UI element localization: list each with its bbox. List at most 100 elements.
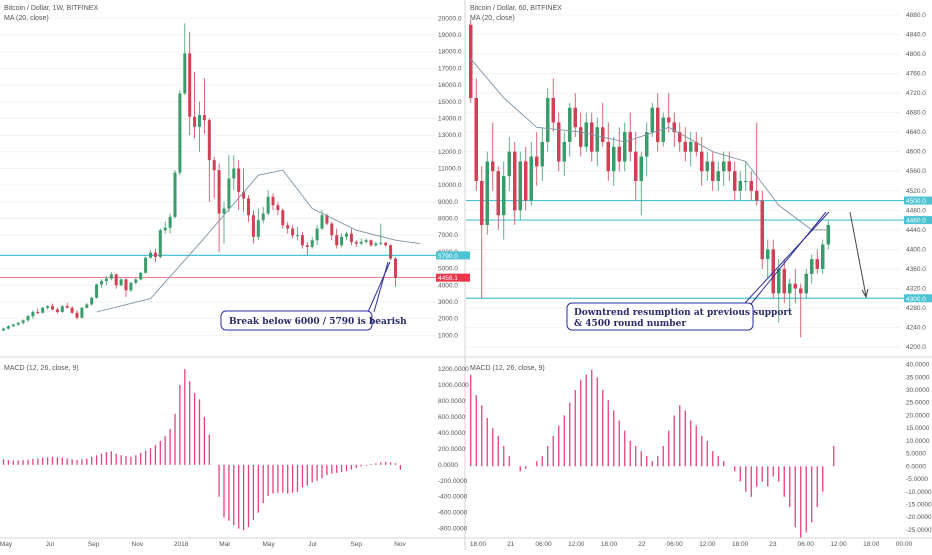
level-price-tag-text: 4500.0 bbox=[906, 198, 926, 205]
candle-body bbox=[788, 283, 792, 294]
candle-body bbox=[573, 107, 577, 128]
time-tick-label: 18:00 bbox=[732, 541, 749, 548]
price-tick-label: 3000.0 bbox=[438, 299, 458, 306]
level-price-tag-text: 4460.0 bbox=[906, 218, 926, 225]
right-macd-axis: 40.0000 35.0000 30.0000 25.0000 20.0000 15.00… bbox=[906, 362, 932, 534]
price-tick-label: 4840.0 bbox=[906, 31, 926, 38]
candle-body bbox=[95, 284, 99, 298]
candle-body bbox=[266, 196, 270, 214]
candle-body bbox=[683, 141, 687, 152]
macd-tick-label: 600.0000 bbox=[438, 414, 465, 421]
price-tick-label: 17000.0 bbox=[438, 65, 462, 72]
candle-body bbox=[771, 249, 775, 294]
candle-body bbox=[700, 151, 704, 172]
price-tick-label: 4720.0 bbox=[906, 90, 926, 97]
candle-body bbox=[296, 235, 299, 237]
candle-body bbox=[345, 233, 348, 237]
price-tick-label: 7000.0 bbox=[438, 232, 458, 239]
candle-body bbox=[672, 122, 676, 133]
candle-body bbox=[193, 116, 197, 127]
time-tick-label: Nov bbox=[132, 541, 144, 548]
level-price-tag bbox=[904, 196, 932, 205]
price-tick-label: 19000.0 bbox=[438, 32, 462, 39]
candle-body bbox=[315, 228, 319, 241]
candle-body bbox=[340, 236, 344, 246]
candle-body bbox=[374, 243, 378, 246]
candle-body bbox=[173, 172, 177, 217]
candle-body bbox=[738, 181, 742, 191]
candle-body bbox=[678, 132, 682, 142]
candle-body bbox=[207, 120, 211, 161]
left-price-pane[interactable] bbox=[0, 17, 436, 336]
price-tick-label: 8000.0 bbox=[438, 216, 458, 223]
candle-body bbox=[766, 249, 770, 260]
right-callout: Downtrend resumption at previous support… bbox=[566, 211, 830, 331]
price-tick-label: 4280.0 bbox=[906, 305, 926, 312]
candle-body bbox=[114, 274, 118, 286]
candle-body bbox=[271, 196, 275, 206]
time-tick-label: 06:00 bbox=[666, 541, 683, 548]
candle-body bbox=[36, 311, 40, 313]
candle-body bbox=[667, 117, 671, 123]
candle-body bbox=[760, 200, 764, 260]
candle-body bbox=[144, 257, 148, 273]
candle-body bbox=[722, 161, 726, 172]
candle-body bbox=[251, 215, 255, 237]
time-tick-label: Jul bbox=[308, 541, 317, 548]
candle-body bbox=[149, 252, 152, 258]
candle-body bbox=[310, 240, 314, 247]
candle-body bbox=[485, 161, 489, 225]
candle-body bbox=[474, 97, 478, 181]
candle-body bbox=[369, 240, 373, 246]
candle-body bbox=[804, 273, 808, 294]
price-tick-label: 4800.0 bbox=[906, 51, 926, 58]
candle-body bbox=[628, 132, 632, 152]
left-callout-pointer bbox=[367, 261, 391, 313]
candle-body bbox=[320, 215, 324, 229]
candle-body bbox=[104, 278, 108, 282]
candle-body bbox=[821, 244, 825, 269]
price-tick-label: 14000.0 bbox=[438, 115, 462, 122]
candle-body bbox=[661, 117, 665, 142]
left-callout: Break below 6000 / 5790 is bearish bbox=[220, 261, 407, 331]
candle-body bbox=[2, 328, 5, 331]
candle-body bbox=[163, 227, 167, 231]
candle-body bbox=[645, 132, 649, 157]
candle-body bbox=[300, 235, 304, 246]
candle-body bbox=[793, 283, 797, 289]
candle-body bbox=[100, 281, 103, 285]
price-tick-label: 16000.0 bbox=[438, 82, 462, 89]
price-tick-label: 1000.0 bbox=[438, 332, 458, 339]
candle-body bbox=[11, 324, 15, 327]
candle-body bbox=[524, 161, 528, 201]
time-tick-label: 18:00 bbox=[863, 541, 880, 548]
candle-body bbox=[247, 198, 250, 216]
price-tick-label: 4600.0 bbox=[906, 149, 926, 156]
right-macd-label: MACD (12, 26, close, 9) bbox=[470, 365, 545, 372]
candle-body bbox=[330, 223, 334, 236]
price-tick-label: 4320.0 bbox=[906, 285, 926, 292]
price-tick-label: 4760.0 bbox=[906, 71, 926, 78]
candle-body bbox=[31, 311, 35, 317]
time-tick-label: May bbox=[0, 541, 13, 548]
time-tick-label: 23 bbox=[769, 541, 777, 548]
candle-body bbox=[379, 242, 383, 244]
left-macd-axis: 1200.0000 1000.0000 800.0000 600.0000 400.00… bbox=[438, 366, 469, 532]
right-macd-pane[interactable] bbox=[470, 369, 835, 538]
candle-body bbox=[502, 176, 506, 216]
candle-body bbox=[480, 181, 484, 225]
macd-tick-label: -400.0000 bbox=[438, 494, 468, 501]
candle-body bbox=[546, 97, 550, 142]
price-tick-label: 4440.0 bbox=[906, 227, 926, 234]
candle-body bbox=[507, 151, 511, 177]
candle-body bbox=[590, 122, 594, 152]
macd-tick-label: -800.0000 bbox=[438, 526, 468, 533]
left-macd-pane[interactable] bbox=[2, 369, 402, 531]
right-ma-label: MA (20, close) bbox=[470, 15, 515, 22]
candle-body bbox=[55, 309, 59, 312]
time-tick-label: Jul bbox=[46, 541, 55, 548]
time-tick-label: Sep bbox=[350, 541, 362, 548]
candle-body bbox=[711, 161, 715, 181]
macd-tick-label: -600.0000 bbox=[438, 510, 468, 517]
candle-body bbox=[394, 258, 397, 278]
